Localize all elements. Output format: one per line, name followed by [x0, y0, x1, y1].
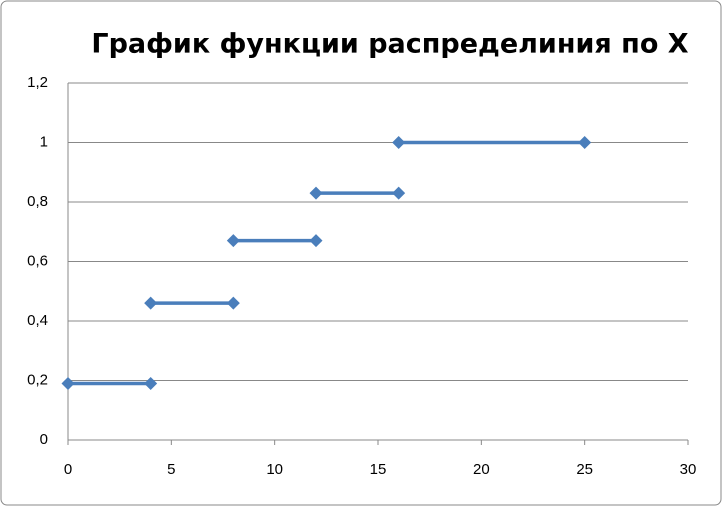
point: [226, 296, 240, 310]
x-tick-label: 25: [576, 461, 593, 478]
y-tick-label: 0: [40, 431, 48, 448]
y-tick-label: 0,2: [27, 371, 48, 388]
point: [61, 376, 75, 390]
x-tick-label: 10: [266, 461, 283, 478]
x-tick-label: 5: [167, 461, 175, 478]
point: [144, 376, 158, 390]
y-tick-label: 0,4: [27, 312, 48, 329]
x-tick-label: 15: [370, 461, 387, 478]
chart-title: График функции распределиния по Х: [91, 29, 688, 60]
y-tick-label: 0,8: [27, 193, 48, 210]
y-tick-label: 1,2: [27, 74, 48, 91]
point: [226, 234, 240, 248]
point: [309, 234, 323, 248]
point: [578, 136, 592, 149]
x-tick-label: 30: [680, 461, 697, 478]
y-tick-label: 0,6: [27, 252, 48, 269]
x-tick-label: 20: [473, 461, 490, 478]
point: [392, 186, 406, 200]
point: [144, 296, 158, 310]
x-tick-label: 0: [64, 461, 72, 478]
point: [309, 186, 323, 200]
y-tick-label: 1: [40, 133, 48, 150]
point: [392, 136, 406, 149]
